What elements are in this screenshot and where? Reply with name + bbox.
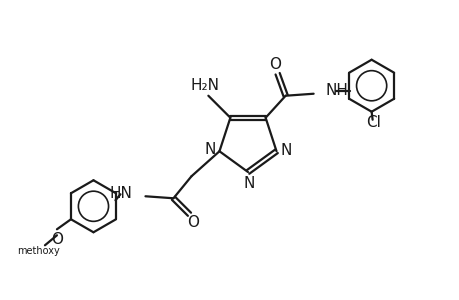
Text: O: O: [51, 232, 63, 247]
Text: methoxy: methoxy: [17, 246, 60, 256]
Text: HN: HN: [109, 186, 132, 201]
Text: N: N: [204, 142, 216, 157]
Text: Cl: Cl: [365, 115, 380, 130]
Text: O: O: [187, 215, 199, 230]
Text: H₂N: H₂N: [190, 78, 219, 93]
Text: N: N: [280, 143, 291, 158]
Text: N: N: [243, 176, 254, 190]
Text: O: O: [268, 57, 280, 72]
Text: NH: NH: [325, 83, 348, 98]
